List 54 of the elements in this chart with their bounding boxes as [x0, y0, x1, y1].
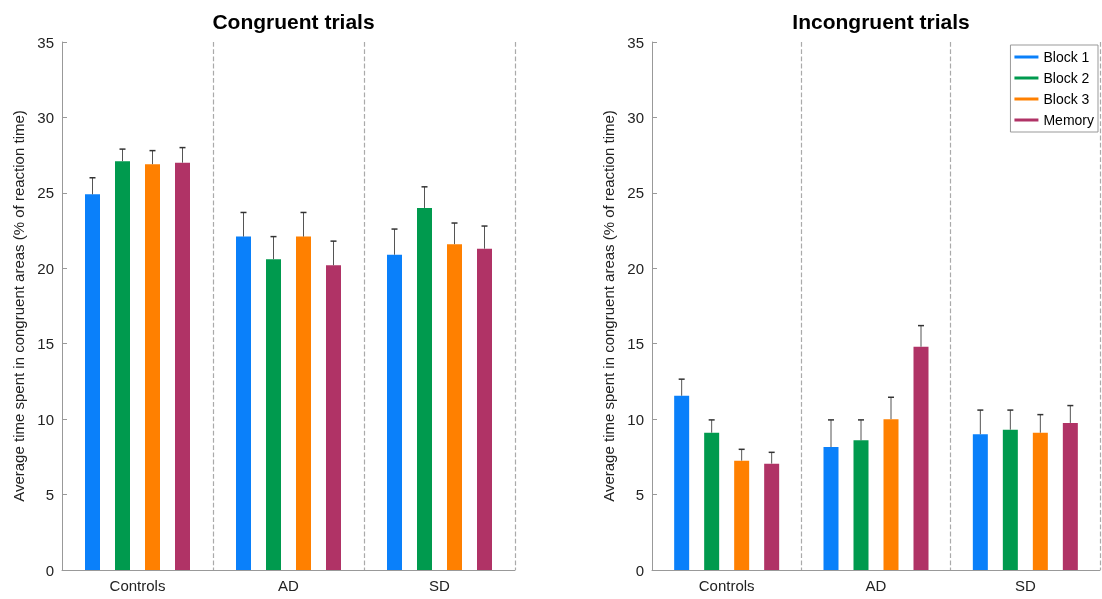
bar	[115, 161, 130, 570]
bar	[145, 164, 160, 570]
bar	[1032, 432, 1048, 570]
y-tick-label: 25	[627, 184, 644, 202]
chart-title: Incongruent trials	[792, 10, 970, 33]
y-tick-label: 35	[37, 33, 54, 51]
bar	[734, 460, 750, 570]
bar	[85, 194, 100, 570]
x-tick-label: Controls	[109, 577, 166, 594]
bar	[326, 265, 341, 570]
bar	[387, 254, 402, 570]
bar	[764, 463, 780, 570]
bar	[674, 395, 690, 570]
bar	[853, 440, 869, 570]
y-tick-label: 15	[627, 335, 644, 353]
y-tick-label: 5	[635, 486, 644, 504]
bar	[477, 248, 492, 570]
y-tick-label: 10	[627, 410, 644, 428]
x-tick-label: AD	[865, 577, 887, 594]
bar	[266, 259, 281, 570]
bar	[972, 434, 988, 570]
chart-title: Congruent trials	[212, 10, 375, 33]
bar	[823, 447, 839, 570]
bar	[913, 346, 929, 570]
y-axis-title: Average time spent in congruent areas (% of reaction time)	[10, 110, 28, 502]
y-tick-label: 20	[627, 259, 644, 277]
y-tick-label: 0	[45, 561, 54, 579]
y-tick-label: 0	[635, 561, 644, 579]
bar	[175, 162, 190, 570]
bar	[1002, 429, 1018, 570]
bar	[1062, 422, 1078, 570]
legend-label: Block 2	[1043, 70, 1090, 86]
legend-label: Block 1	[1043, 49, 1090, 65]
y-tick-label: 20	[37, 259, 54, 277]
bar	[883, 419, 899, 570]
x-tick-label: Controls	[698, 577, 755, 594]
legend-label: Block 3	[1043, 91, 1090, 107]
legend-label: Memory	[1043, 112, 1094, 128]
y-tick-label: 30	[37, 108, 54, 126]
x-tick-label: SD	[429, 577, 451, 594]
x-tick-label: AD	[278, 577, 300, 594]
y-axis-title: Average time spent in congruent areas (% of reaction time)	[600, 110, 618, 502]
bar	[417, 207, 432, 570]
y-tick-label: 35	[627, 33, 644, 51]
bar	[236, 236, 251, 570]
y-tick-label: 25	[37, 184, 54, 202]
y-tick-label: 15	[37, 335, 54, 353]
y-tick-label: 10	[37, 410, 54, 428]
bar	[447, 244, 462, 570]
y-tick-label: 5	[45, 486, 54, 504]
x-tick-label: SD	[1014, 577, 1036, 594]
y-tick-label: 30	[627, 108, 644, 126]
bar	[704, 432, 720, 570]
bar	[296, 236, 311, 570]
